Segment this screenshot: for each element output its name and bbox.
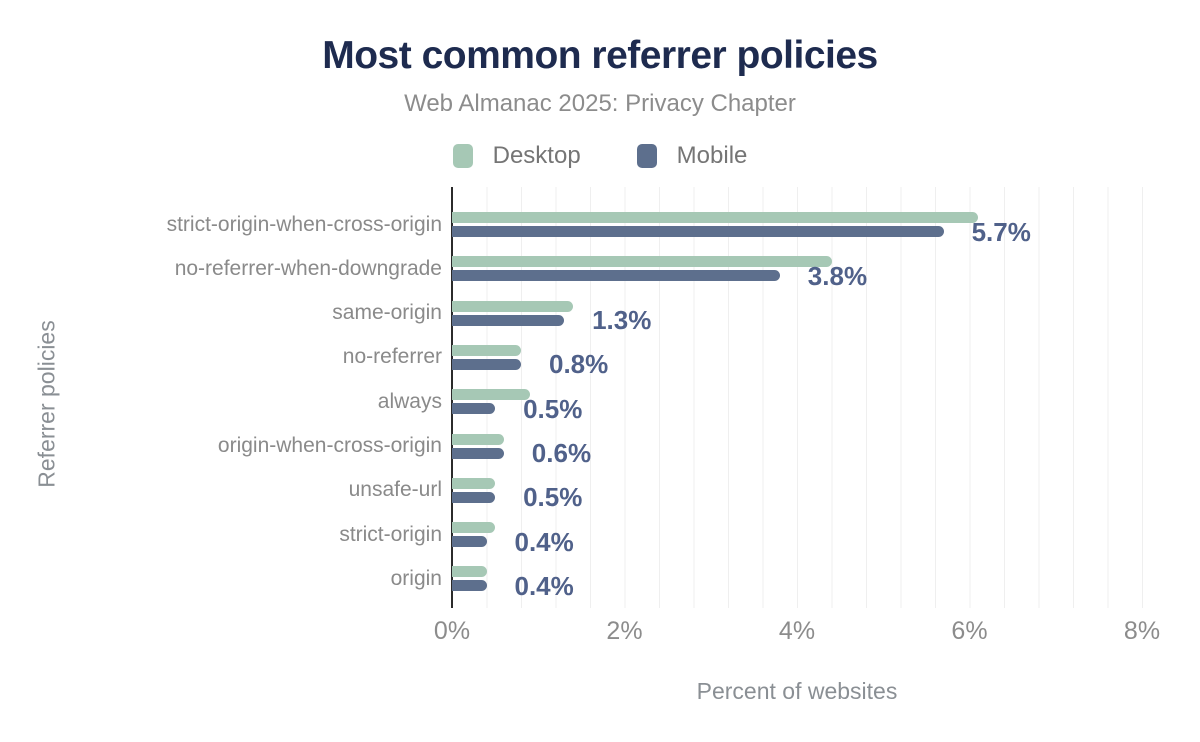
desktop-bar[interactable] [452,477,496,489]
x-tick-label: 6% [951,617,988,645]
desktop-bar[interactable] [452,389,530,401]
desktop-bar[interactable] [452,344,521,356]
desktop-swatch-icon [452,144,473,168]
mobile-bar[interactable] [452,403,496,415]
legend: Desktop Mobile [0,142,1200,170]
data-label: 0.8% [549,349,609,380]
category-label: strict-origin-when-cross-origin [166,212,442,236]
mobile-bar[interactable] [452,491,496,503]
category-label: no-referrer-when-downgrade [174,256,442,280]
desktop-bar[interactable] [452,256,832,268]
data-label: 0.4% [514,570,574,601]
mobile-bar[interactable] [452,270,780,282]
data-label: 0.6% [531,438,592,468]
category-label: always [377,389,442,413]
desktop-bar[interactable] [452,522,496,534]
x-tick-label: 4% [778,617,816,645]
legend-item-mobile[interactable]: Mobile [636,142,748,170]
x-axis-title: Percent of websites [696,678,898,704]
data-label: 0.5% [523,482,583,513]
mobile-bar[interactable] [452,536,487,548]
mobile-swatch-icon [636,144,657,168]
data-label: 1.3% [592,305,652,336]
data-label: 5.7% [971,216,1031,247]
desktop-bar[interactable] [452,566,487,578]
category-label: same-origin [332,301,442,325]
data-label: 0.5% [523,393,583,424]
legend-label-mobile: Mobile [676,142,748,169]
desktop-bar[interactable] [452,212,979,223]
mobile-bar[interactable] [452,226,944,237]
x-tick-label: 0% [433,617,471,645]
x-tick-label: 8% [1123,617,1161,645]
category-label: origin-when-cross-origin [217,434,442,457]
x-tick-label: 2% [606,617,643,645]
mobile-bar[interactable] [452,358,521,370]
data-label: 3.8% [807,260,868,291]
mobile-bar[interactable] [452,580,487,592]
desktop-bar[interactable] [452,300,573,312]
mobile-bar[interactable] [452,314,565,326]
desktop-bar[interactable] [452,433,504,445]
category-label: unsafe-url [348,478,442,502]
category-label: origin [390,566,442,590]
category-label: no-referrer [342,345,442,369]
category-label: strict-origin [339,522,442,546]
data-label: 0.4% [514,526,574,557]
chart-subtitle: Web Almanac 2025: Privacy Chapter [404,90,796,117]
mobile-bar[interactable] [452,447,504,459]
chart-title: Most common referrer policies [322,34,878,77]
legend-item-desktop[interactable]: Desktop [452,142,581,170]
legend-label-desktop: Desktop [492,142,581,169]
